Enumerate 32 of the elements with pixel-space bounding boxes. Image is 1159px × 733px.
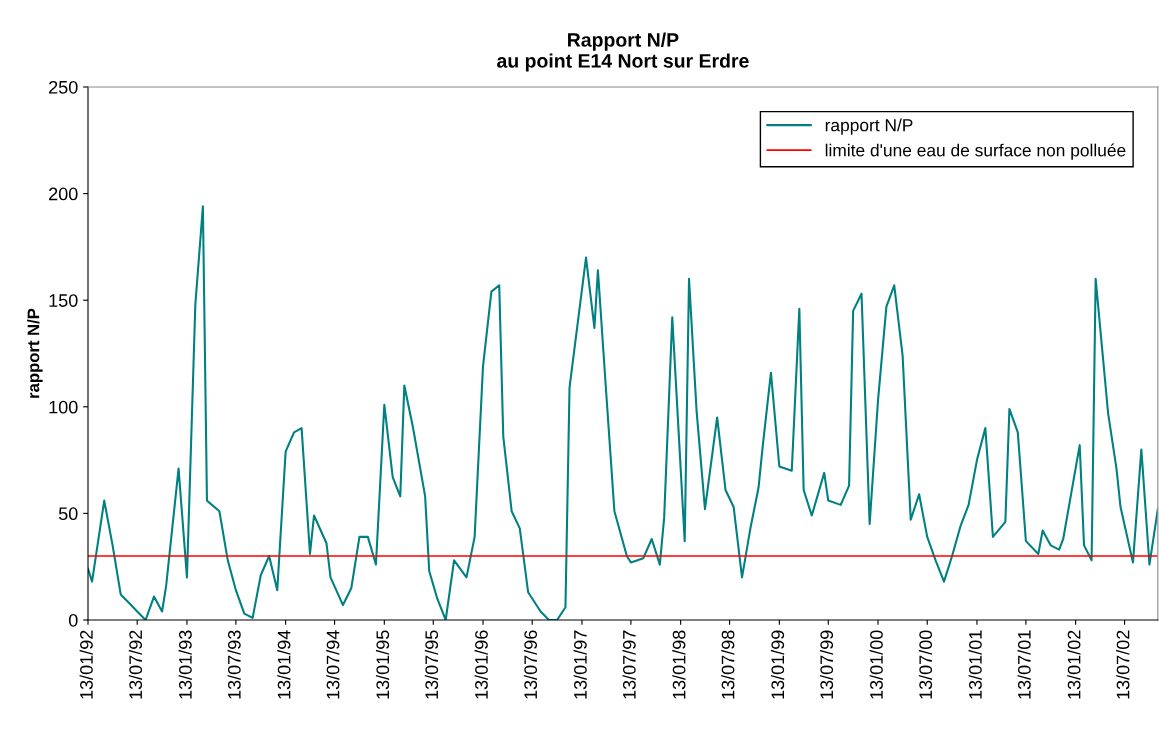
legend-label: limite d'une eau de surface non polluée <box>825 143 1126 160</box>
x-tick-label: 13/01/01 <box>968 630 982 699</box>
x-tick-label: 13/07/92 <box>128 630 143 699</box>
y-tick-label: 200 <box>49 187 78 201</box>
x-tick-label: 13/01/94 <box>277 630 291 699</box>
x-tick-label: 13/07/97 <box>622 630 636 699</box>
legend-label: rapport N/P <box>825 118 913 135</box>
y-tick-label: 250 <box>49 80 78 94</box>
y-tick-label: 0 <box>68 613 78 627</box>
x-tick-label: 13/07/01 <box>1017 630 1031 699</box>
x-tick-label: 13/07/95 <box>424 630 439 699</box>
x-tick-label: 13/01/02 <box>1067 630 1081 699</box>
x-tick-label: 13/01/92 <box>79 630 93 699</box>
x-tick-label: 13/01/93 <box>178 630 192 699</box>
x-tick-label: 13/07/02 <box>1116 630 1130 699</box>
x-tick-label: 13/01/95 <box>375 630 390 699</box>
x-tick-label: 13/07/93 <box>227 630 241 699</box>
y-tick-label: 100 <box>49 400 78 414</box>
y-tick-label: 150 <box>49 294 78 307</box>
x-tick-label: 13/07/98 <box>721 630 735 699</box>
x-tick-label: 13/01/96 <box>474 630 488 699</box>
chart-title: Rapport N/P au point E14 Nort sur Erdre <box>497 32 749 72</box>
x-tick-label: 13/01/99 <box>770 630 785 699</box>
x-tick-label: 13/07/99 <box>819 630 834 699</box>
y-axis-title: rapport N/P <box>27 308 43 398</box>
x-tick-label: 13/01/97 <box>573 630 587 699</box>
x-tick-label: 13/07/94 <box>326 630 340 699</box>
x-tick-label: 13/01/98 <box>672 630 686 699</box>
x-tick-label: 13/07/00 <box>918 630 933 699</box>
x-tick-label: 13/01/00 <box>869 630 883 699</box>
y-tick-label: 50 <box>58 507 78 521</box>
x-tick-label: 13/07/96 <box>523 630 538 699</box>
